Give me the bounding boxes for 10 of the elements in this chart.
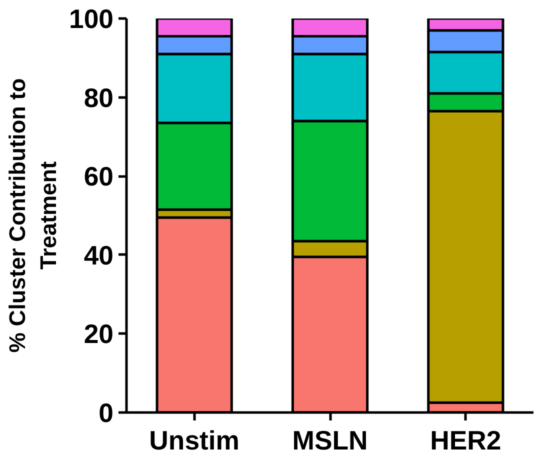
y-tick-label: 60	[84, 162, 114, 192]
y-tick-label: 0	[98, 398, 114, 428]
y-tick-label: 100	[69, 4, 114, 34]
x-tick-label: MSLN	[292, 426, 368, 456]
x-tick-label: Unstim	[149, 426, 240, 456]
y-tick-label: 20	[84, 319, 114, 350]
y-tick-label: 80	[84, 82, 114, 113]
y-axis-title: % Cluster Contribution to Treatment	[4, 78, 62, 353]
y-tick-label: 40	[84, 240, 114, 270]
x-tick-label: HER2	[430, 426, 502, 456]
